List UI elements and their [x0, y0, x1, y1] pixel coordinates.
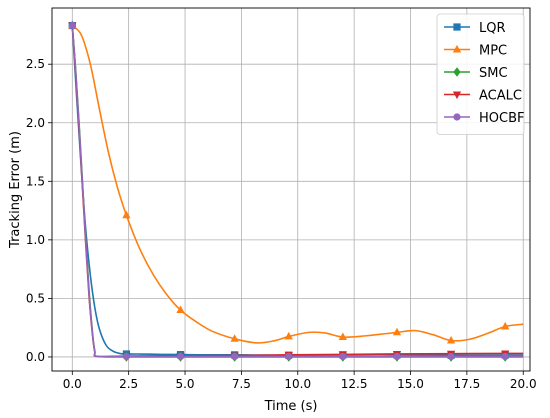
x-tick-label-4: 10.0 [284, 377, 311, 391]
point-hocbf-0 [68, 22, 76, 30]
x-tick-label-7: 17.5 [454, 377, 481, 391]
point-hocbf-8 [501, 352, 509, 360]
legend-marker-hocbf [453, 113, 461, 121]
point-mpc-6 [392, 327, 402, 336]
series-lines [71, 24, 524, 358]
point-mpc-5 [338, 332, 347, 340]
point-mpc-4 [284, 331, 293, 340]
y-tick-label-1: 0.5 [26, 291, 45, 305]
axis-ticks: 0.0 2.5 5.0 7.5 10.0 12.5 15.0 17.5 20.0 0.0 0.5 1.… [26, 57, 537, 391]
series-line-hocbf [71, 25, 524, 358]
legend-label-hocbf: HOCBF [479, 111, 524, 126]
point-mpc-8 [501, 321, 510, 330]
y-tick-label-5: 2.5 [26, 57, 45, 71]
point-hocbf-6 [393, 352, 401, 360]
point-hocbf-7 [447, 352, 455, 360]
y-tick-label-2: 1.0 [26, 233, 45, 247]
y-tick-label-0: 0.0 [26, 350, 45, 364]
legend-label-lqr: LQR [479, 21, 506, 36]
x-tick-label-0: 0.0 [63, 377, 82, 391]
point-hocbf-1 [122, 352, 131, 360]
x-axis-label: Time (s) [264, 399, 318, 414]
legend-label-mpc: MPC [479, 44, 507, 59]
x-tick-label-1: 2.5 [119, 377, 138, 391]
plot-frame [51, 7, 531, 372]
y-axis-label: Tracking Error (m) [8, 131, 23, 249]
legend-marker-acalc [452, 91, 462, 100]
point-mpc-1 [122, 210, 131, 219]
x-tick-label-2: 5.0 [175, 377, 194, 391]
legend-label-smc: SMC [479, 66, 508, 81]
legend-marker-lqr [453, 23, 461, 31]
series-markers [68, 20, 510, 362]
point-hocbf-3 [231, 352, 239, 360]
legend-label-acalc: ACALC [479, 89, 522, 104]
point-mpc-2 [176, 305, 185, 314]
legend: LQR MPC SMC ACALC HOCBF [436, 13, 525, 135]
y-tick-label-3: 1.5 [26, 174, 45, 188]
point-mpc-7 [446, 335, 456, 344]
x-tick-label-8: 20.0 [510, 377, 537, 391]
point-hocbf-4 [285, 352, 293, 360]
series-line-mpc [71, 24, 524, 344]
x-tick-label-3: 7.5 [232, 377, 251, 391]
x-tick-label-6: 15.0 [397, 377, 424, 391]
point-hocbf-5 [339, 352, 347, 361]
legend-marker-mpc [452, 44, 462, 53]
legend-box [436, 13, 525, 135]
point-hocbf-2 [176, 352, 185, 360]
point-mpc-3 [230, 334, 239, 342]
x-tick-label-5: 12.5 [341, 377, 368, 391]
y-tick-label-4: 2.0 [26, 116, 45, 130]
legend-marker-smc [453, 67, 461, 77]
